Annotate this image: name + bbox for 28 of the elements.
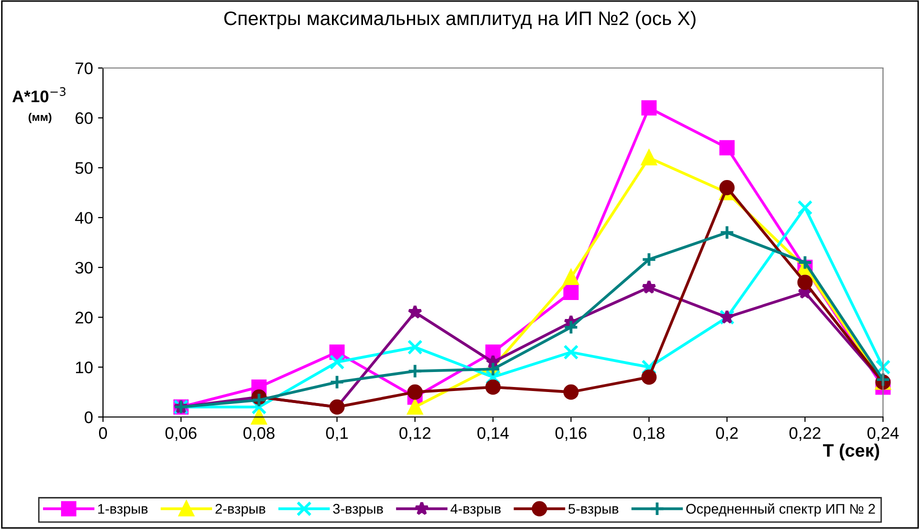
x-tick-label: 0: [99, 427, 107, 439]
legend-label: 3-взрыв: [333, 504, 383, 516]
x-tick-label: 0,06: [165, 427, 196, 441]
x-tick-label: 0,24: [867, 427, 899, 441]
y-tick-label: 70: [76, 62, 93, 74]
y-tick-label: 40: [75, 212, 93, 224]
x-tick-label: 0,22: [789, 427, 820, 441]
text: A*10$^{−3}$ (мм): [12, 87, 66, 124]
y-tick-label: 0: [84, 411, 93, 424]
y-tick-label: 10: [76, 362, 93, 374]
x-tick-label: 0,16: [555, 427, 586, 441]
x-tick-label: 0,2: [716, 427, 738, 441]
legend-label: 5-взрыв: [568, 504, 618, 516]
legend-label: 4-взрыв: [450, 504, 501, 516]
x-axis-title: T (сек): [823, 444, 880, 460]
x-tick-label: 0,18: [633, 427, 664, 441]
y-tick-label: 30: [75, 262, 93, 274]
x-tick-label: 0,14: [477, 427, 509, 441]
x-tick-label: 0,12: [399, 427, 430, 441]
y-tick-label: 50: [75, 162, 93, 174]
y-tick-label: 20: [76, 312, 93, 324]
legend-label: 2-взрыв: [216, 504, 266, 516]
chart-title: Спектры максимальных амплитуд на ИП №2 (ось X): [224, 10, 696, 30]
x-tick-label: 0,1: [326, 427, 348, 441]
x-tick-label: 0,08: [243, 427, 274, 441]
legend-label: Осредненный спектр ИП № 2: [686, 503, 875, 516]
legend-label: 1-взрыв: [98, 504, 148, 516]
y-tick-label: 60: [76, 112, 93, 124]
